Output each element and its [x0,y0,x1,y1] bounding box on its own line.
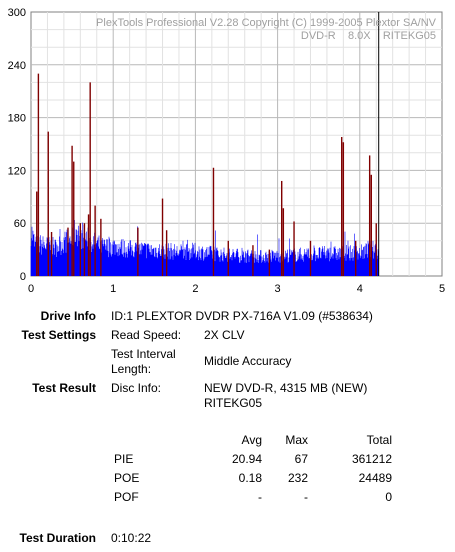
x-tick-label: 3 [275,283,281,295]
row-avg: 20.94 [231,452,262,466]
y-tick-label: 180 [8,113,26,125]
row-total: 361212 [351,452,392,466]
header-total: Total [366,433,392,447]
row-name: POE [114,471,140,485]
x-tick-label: 1 [110,283,116,295]
row-total: 24489 [358,471,392,485]
row-name: PIE [114,452,134,466]
y-tick-label: 240 [8,60,26,72]
plot-area [30,11,443,277]
interval-label-2: Length: [111,362,152,376]
y-tick-label: 60 [14,218,26,230]
x-tick-label: 4 [357,283,363,295]
drive-info-label: Drive Info [40,309,96,323]
watermark-line-1: PlexTools Professional V2.28 Copyright (… [96,17,437,29]
pie-bars [30,219,379,276]
x-axis-ticks: 0 1 2 3 4 5 [28,283,445,295]
watermark-line-2: DVD-R 8.0X RITEKG05 [301,30,436,42]
header-avg: Avg [241,433,262,447]
pie-series [30,219,379,276]
pie-poe-chart: PlexTools Professional V2.28 Copyright (… [8,7,445,295]
x-tick-label: 5 [439,283,445,295]
header-max: Max [285,433,308,447]
x-tick-label: 0 [28,283,34,295]
read-speed-value: 2X CLV [204,328,245,342]
row-total: 0 [385,490,392,504]
drive-info-value: ID:1 PLEXTOR DVDR PX-716A V1.09 (#538634… [111,309,373,323]
row-name: POF [114,490,139,504]
row-avg: 0.18 [238,471,262,485]
row-max: - [304,490,308,504]
disc-info-value-1: NEW DVD-R, 4315 MB (NEW) [204,381,368,395]
y-axis-ticks: 0 60 120 180 240 300 [8,7,26,283]
poe-series [36,73,377,276]
x-tick-label: 2 [192,283,198,295]
test-duration-label: Test Duration [19,531,96,545]
test-result-label: Test Result [32,381,96,395]
row-max: 67 [294,452,308,466]
row-avg: - [258,490,262,504]
interval-value: Middle Accuracy [204,354,292,368]
test-settings-label: Test Settings [21,328,96,342]
grid-lines [31,12,442,276]
y-tick-label: 120 [8,165,26,177]
interval-label-1: Test Interval [111,347,176,361]
y-tick-label: 300 [8,7,26,19]
disc-info-label: Disc Info: [111,381,162,395]
disc-info-value-2: RITEKG05 [204,396,263,410]
read-speed-label: Read Speed: [111,328,182,342]
row-max: 232 [287,471,308,485]
y-tick-label: 0 [20,271,26,283]
test-duration-value: 0:10:22 [111,531,152,545]
